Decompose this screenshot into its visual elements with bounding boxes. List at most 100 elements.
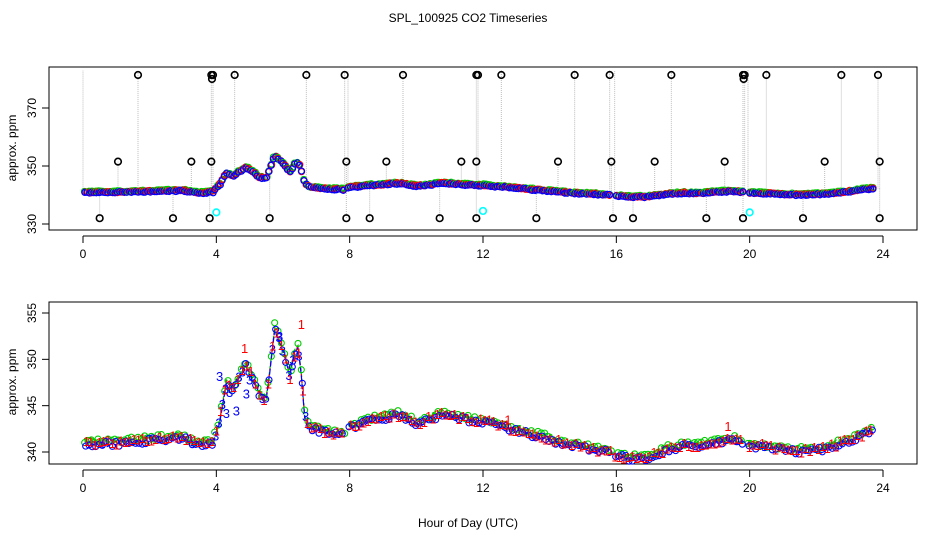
bottom-y-tick-label: 350 [25, 349, 39, 369]
bottom-series3-point [305, 422, 313, 430]
bottom-series2-point [287, 367, 295, 375]
bottom-x-tick-label: 12 [476, 481, 490, 495]
bottom-series1-digit: 1 [429, 411, 436, 426]
bottom-series1-digit: 1 [546, 433, 553, 448]
top-series3-point [267, 161, 275, 169]
top-outlier-point [473, 70, 483, 80]
bottom-series3-point [848, 438, 856, 446]
bottom-series3-point [462, 413, 470, 422]
top-series3-point [516, 184, 525, 192]
bottom-series3-point [775, 443, 783, 451]
bottom-series1-digit: 1 [746, 440, 753, 455]
bottom-series1-digit: 1 [334, 424, 341, 439]
bottom-series1-digit: 1 [143, 434, 150, 449]
bottom-series3-point [498, 422, 506, 430]
bottom-series3-point [82, 442, 90, 450]
bottom-series1-digit: 1 [538, 430, 545, 445]
bottom-series1-digit: 1 [650, 445, 657, 460]
top-outlier-point [168, 214, 178, 223]
bottom-series3-point [515, 429, 523, 437]
bottom-series1-digit: 1 [442, 408, 449, 423]
bottom-y-tick-label: 340 [25, 442, 39, 462]
top-series3-point [720, 188, 728, 196]
bottom-series3-digit: 3 [223, 406, 230, 421]
bottom-series3-point [88, 443, 96, 451]
top-y-axis: 330 350 370 [25, 98, 50, 234]
bottom-series3-point [482, 417, 490, 425]
bottom-series1-digit: 1 [187, 431, 194, 446]
bottom-series3-point [518, 428, 526, 436]
bottom-series3-point [852, 437, 860, 445]
bottom-series1-digit: 1 [191, 433, 198, 448]
bottom-series3-point [442, 411, 450, 419]
bottom-series1-digit: 1 [681, 436, 688, 451]
bottom-series1-digit: 1 [711, 437, 718, 452]
bottom-series1-digit: 1 [473, 415, 480, 430]
bottom-series1-digit: 1 [715, 436, 722, 451]
bottom-series1-digit: 1 [91, 438, 98, 453]
bottom-series1-digit: 1 [178, 429, 185, 444]
bottom-series1-digit: 1 [733, 432, 740, 447]
bottom-series3-point [142, 440, 150, 448]
bottom-series1-digit: 1 [481, 413, 488, 428]
bottom-series1-digit: 1 [338, 425, 345, 440]
bottom-series1-digit: 1 [83, 434, 90, 449]
bottom-series3-point [242, 360, 250, 368]
top-outlier-lines [82, 70, 881, 219]
bottom-series3-point [118, 439, 126, 447]
bottom-series3-digit: 3 [215, 415, 222, 430]
bottom-series1-digit: 1 [763, 438, 770, 453]
bottom-series1-digit: 1 [785, 443, 792, 458]
bottom-series1-digit: 1 [234, 372, 241, 387]
top-outlier-point [207, 157, 216, 166]
bottom-series3-point [248, 373, 256, 381]
bottom-series1-digit: 1 [672, 440, 679, 455]
bottom-series1-digit: 1 [174, 430, 181, 445]
top-series3-point [262, 174, 270, 182]
bottom-series3-point [378, 416, 386, 424]
bottom-series1-digit: 1 [633, 451, 640, 466]
bottom-y-axis: 340 345 350 355 [25, 303, 50, 462]
bottom-series2-point [797, 443, 805, 451]
bottom-x-axis: 0 4 8 12 16 20 24 [80, 469, 890, 495]
bottom-series3-point [695, 444, 703, 452]
bottom-series3-digit: 3 [233, 403, 240, 418]
bottom-series1-digit: 1 [217, 404, 224, 419]
bottom-x-tick-label: 24 [876, 481, 890, 495]
bottom-series1-digit: 1 [386, 410, 393, 425]
bottom-series1-digit: 1 [295, 345, 302, 360]
bottom-series3-digit: 3 [289, 352, 296, 367]
bottom-x-tick-label: 0 [80, 481, 87, 495]
top-outlier-point [205, 214, 214, 223]
bottom-series1-digit: 1 [559, 436, 566, 451]
bottom-series3-point [612, 453, 620, 461]
bottom-series2-point [301, 406, 309, 414]
bottom-series1-digit: 1 [585, 442, 592, 457]
bottom-series3-point [788, 445, 796, 453]
bottom-series1-digit: 1 [265, 377, 272, 392]
bottom-series1-digit: 1 [728, 433, 735, 448]
top-series3-point [374, 180, 382, 189]
bottom-series3-point [792, 450, 800, 458]
bottom-series3-digit: 3 [276, 329, 283, 344]
top-x-tick-label: 0 [80, 247, 87, 261]
bottom-series1-digit: 1 [689, 440, 696, 455]
bottom-series3-point [352, 424, 360, 432]
bottom-series3-point [132, 439, 140, 447]
top-series3-point [295, 161, 303, 169]
bottom-series3-point [148, 434, 156, 442]
bottom-series3-point [652, 452, 660, 460]
bottom-series1-digit: 1 [850, 432, 857, 447]
bottom-series3-point [758, 441, 766, 450]
bottom-series3-point [112, 438, 120, 446]
bottom-series2-point [214, 421, 222, 429]
bottom-series1-digit: 1 [165, 431, 172, 446]
bottom-series3-point [845, 439, 853, 447]
bottom-series2-point [304, 417, 312, 425]
bottom-series1-digit: 1 [247, 364, 254, 379]
bottom-series3-point [658, 450, 666, 458]
bottom-series3-point [245, 369, 253, 377]
bottom-series3-digit: 3 [275, 330, 282, 345]
bottom-series1-digit: 1 [663, 442, 670, 457]
top-outlier-point [837, 70, 846, 80]
